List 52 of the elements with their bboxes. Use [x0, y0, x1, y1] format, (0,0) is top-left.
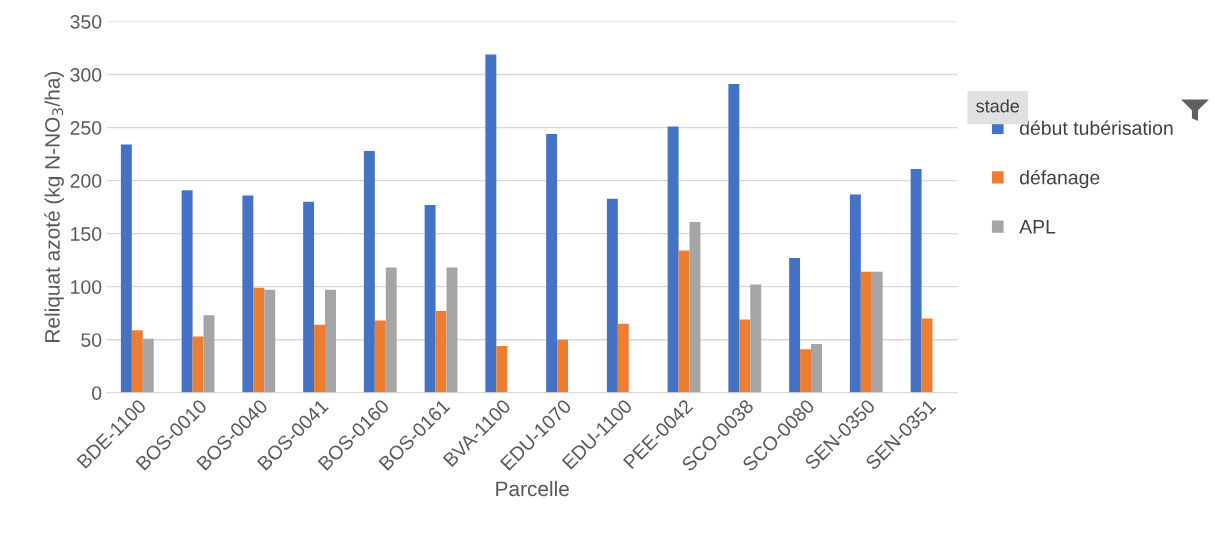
bar — [242, 195, 254, 393]
bar — [120, 144, 132, 393]
y-tick-label: 50 — [81, 333, 102, 347]
bar — [800, 349, 812, 393]
bar — [485, 54, 497, 393]
bar — [385, 267, 397, 393]
bar — [424, 205, 436, 393]
bar — [264, 289, 276, 393]
bar — [921, 318, 933, 393]
y-tick-label: 300 — [70, 68, 102, 82]
bar — [617, 323, 629, 393]
bar — [667, 126, 679, 393]
bar — [303, 201, 315, 393]
bar — [325, 289, 336, 393]
bar — [606, 198, 618, 393]
bar — [546, 133, 558, 393]
bar — [689, 221, 701, 393]
bar — [910, 168, 922, 393]
bar — [253, 287, 265, 393]
legend-label: défanage — [1019, 169, 1100, 189]
bar — [203, 315, 215, 393]
y-tick-label: 0 — [92, 386, 102, 400]
legend-title: stade — [976, 99, 1020, 113]
y-tick-label: 100 — [71, 280, 102, 294]
bar — [446, 267, 458, 393]
bar — [435, 311, 447, 393]
y-tick-label: 350 — [70, 14, 102, 29]
legend-label: début tubérisation — [1019, 120, 1173, 135]
y-tick-label: 150 — [71, 227, 102, 241]
bar — [314, 324, 326, 393]
bar — [678, 250, 690, 393]
y-tick-label: 250 — [70, 121, 102, 135]
bar — [728, 84, 740, 393]
bar — [363, 150, 375, 393]
bar — [789, 258, 801, 393]
bar — [181, 190, 193, 393]
bar — [131, 330, 143, 393]
bar — [142, 338, 154, 393]
bar — [557, 339, 569, 393]
bar — [192, 336, 204, 393]
bar — [496, 346, 508, 393]
y-axis-title: Reliquat azoté (kg N-NO$_{3}$/ha) — [44, 72, 64, 342]
bar — [849, 194, 861, 393]
bar — [750, 284, 762, 393]
bar — [739, 319, 751, 393]
bar — [860, 271, 872, 393]
bar — [871, 271, 883, 393]
y-tick-label: 200 — [70, 174, 102, 188]
x-axis-title: Parcelle — [496, 480, 569, 497]
bar — [811, 343, 822, 393]
legend-label: APL — [1019, 220, 1056, 234]
bar — [374, 320, 386, 393]
